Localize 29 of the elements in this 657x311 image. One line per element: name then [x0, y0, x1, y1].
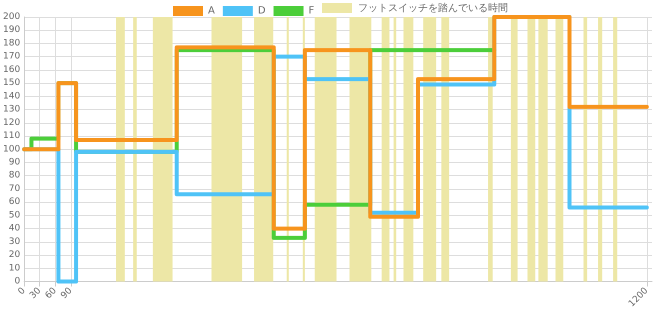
- y-tick-label: 90: [8, 157, 20, 168]
- legend-label: A: [208, 6, 215, 16]
- y-tick-label: 80: [8, 170, 20, 181]
- y-tick-label: 10: [8, 263, 20, 274]
- x-tick-label: 0: [16, 286, 28, 298]
- y-tick-label: 70: [8, 184, 20, 194]
- y-tick-label: 30: [8, 236, 20, 247]
- x-tick-label: 30: [28, 286, 44, 302]
- x-tick-label: 90: [59, 286, 75, 302]
- y-tick-label: 0: [14, 276, 20, 286]
- y-tick-label: 200: [2, 12, 20, 22]
- y-tick-label: 160: [2, 64, 20, 75]
- y-tick-label: 140: [2, 91, 20, 102]
- y-tick-label: 170: [2, 52, 20, 62]
- y-tick-label: 150: [2, 78, 20, 88]
- y-tick-label: 120: [2, 118, 20, 128]
- x-tick-label: 60: [44, 286, 60, 302]
- y-tick-label: 20: [8, 250, 20, 260]
- y-tick-label: 40: [8, 224, 20, 234]
- y-tick-label: 190: [2, 25, 20, 36]
- y-tick-label: 110: [2, 131, 20, 142]
- legend-label: フットスイッチを踏んでいる時間: [358, 2, 508, 15]
- legend-label: F: [308, 6, 315, 16]
- legend-label: D: [258, 6, 266, 16]
- y-tick-label: 130: [2, 104, 20, 115]
- y-tick-label: 50: [8, 210, 20, 220]
- y-tick-label: 180: [2, 38, 20, 48]
- y-tick-label: 60: [8, 197, 20, 208]
- y-tick-label: 100: [2, 144, 20, 154]
